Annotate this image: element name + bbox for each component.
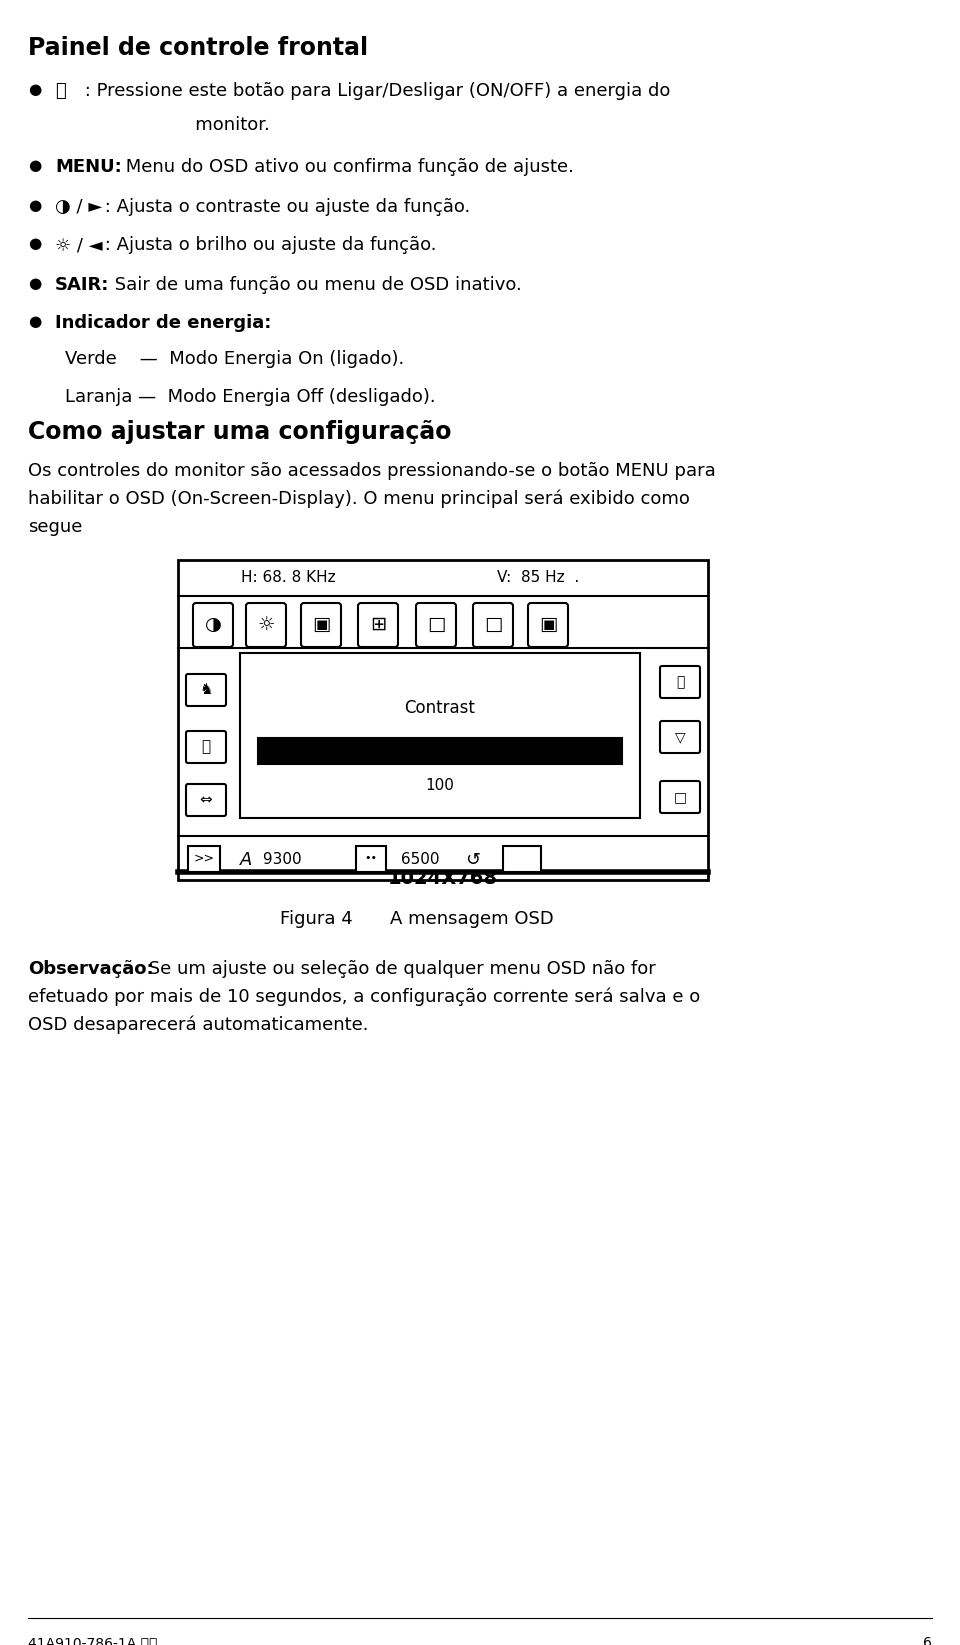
Text: ♞: ♞ [199, 683, 213, 697]
Bar [188, 846, 220, 872]
Text: Indicador de energia:: Indicador de energia: [55, 314, 272, 332]
Bar [258, 739, 622, 763]
Text: ●: ● [28, 158, 41, 173]
Text: ▣: ▣ [539, 615, 557, 633]
Text: ●: ● [28, 82, 41, 97]
FancyBboxPatch shape [528, 604, 568, 646]
Text: SAIR:: SAIR: [55, 276, 109, 294]
Text: H: 68. 8 KHz: H: 68. 8 KHz [241, 571, 335, 586]
Text: ⓞ: ⓞ [55, 82, 65, 100]
Text: V:  85 Hz  .: V: 85 Hz . [497, 571, 579, 586]
Text: Ⓒ: Ⓒ [202, 740, 210, 755]
FancyBboxPatch shape [660, 666, 700, 697]
Text: ●: ● [28, 197, 41, 212]
Text: Menu do OSD ativo ou confirma função de ajuste.: Menu do OSD ativo ou confirma função de … [120, 158, 574, 176]
Text: Os controles do monitor são acessados pressionando-se o botão MENU para: Os controles do monitor são acessados pr… [28, 462, 716, 480]
Text: Verde    —  Modo Energia On (ligado).: Verde — Modo Energia On (ligado). [65, 350, 404, 368]
Text: monitor.: monitor. [155, 117, 270, 133]
Text: habilitar o OSD (On-Screen-Display). O menu principal será exibido como: habilitar o OSD (On-Screen-Display). O m… [28, 490, 690, 508]
Text: □: □ [427, 615, 445, 633]
Text: ⇔: ⇔ [200, 793, 212, 808]
Bar [356, 846, 386, 872]
Text: 100: 100 [425, 778, 454, 793]
Text: 6500: 6500 [396, 852, 440, 867]
Text: ●: ● [28, 235, 41, 252]
FancyBboxPatch shape [186, 730, 226, 763]
Text: >>: >> [194, 852, 214, 865]
Text: ••: •• [365, 854, 377, 864]
FancyBboxPatch shape [660, 781, 700, 813]
Text: Painel de controle frontal: Painel de controle frontal [28, 36, 368, 59]
FancyBboxPatch shape [186, 674, 226, 706]
Text: MENU:: MENU: [55, 158, 122, 176]
Text: 41A910-786-1A 葡萄: 41A910-786-1A 葡萄 [28, 1637, 157, 1645]
FancyBboxPatch shape [358, 604, 398, 646]
Text: ●: ● [28, 276, 41, 291]
Text: ▣: ▣ [312, 615, 330, 633]
FancyBboxPatch shape [193, 604, 233, 646]
Text: ↺: ↺ [466, 850, 481, 869]
Text: Laranja —  Modo Energia Off (desligado).: Laranja — Modo Energia Off (desligado). [65, 388, 436, 406]
Bar [178, 559, 708, 880]
FancyBboxPatch shape [660, 721, 700, 753]
FancyBboxPatch shape [473, 604, 513, 646]
Text: Sair de uma função ou menu de OSD inativo.: Sair de uma função ou menu de OSD inativ… [109, 276, 521, 294]
FancyBboxPatch shape [416, 604, 456, 646]
Text: efetuado por mais de 10 segundos, a configuração corrente será salva e o: efetuado por mais de 10 segundos, a conf… [28, 989, 700, 1007]
Text: Se um ajuste ou seleção de qualquer menu OSD não for: Se um ajuste ou seleção de qualquer menu… [143, 961, 656, 979]
Text: OSD desaparecerá automaticamente.: OSD desaparecerá automaticamente. [28, 1017, 369, 1035]
Text: ☼ / ◄: ☼ / ◄ [55, 235, 103, 253]
FancyBboxPatch shape [301, 604, 341, 646]
Bar [503, 846, 541, 872]
Text: : Ajusta o contraste ou ajuste da função.: : Ajusta o contraste ou ajuste da função… [99, 197, 470, 215]
Text: ●: ● [28, 314, 41, 329]
Text: ▽: ▽ [675, 730, 685, 744]
Text: ☼: ☼ [257, 615, 275, 633]
Text: □: □ [484, 615, 502, 633]
Text: Figura 4: Figura 4 [280, 910, 352, 928]
Text: : Ajusta o brilho ou ajuste da função.: : Ajusta o brilho ou ajuste da função. [99, 235, 437, 253]
Text: □: □ [673, 790, 686, 804]
FancyBboxPatch shape [186, 785, 226, 816]
FancyBboxPatch shape [246, 604, 286, 646]
Text: A: A [240, 850, 252, 869]
Text: ◑ / ►: ◑ / ► [55, 197, 103, 215]
Text: Observação:: Observação: [28, 961, 154, 979]
Text: ⧗: ⧗ [676, 674, 684, 689]
Text: : Pressione este botão para Ligar/Desligar (ON/OFF) a energia do: : Pressione este botão para Ligar/Deslig… [79, 82, 670, 100]
Text: Contrast: Contrast [404, 699, 475, 717]
Text: Como ajustar uma configuração: Como ajustar uma configuração [28, 419, 451, 444]
Text: ◑: ◑ [204, 615, 222, 633]
Text: 6: 6 [924, 1637, 932, 1645]
Text: ⊞: ⊞ [370, 615, 386, 633]
Bar [240, 653, 640, 818]
Text: A mensagem OSD: A mensagem OSD [390, 910, 554, 928]
Text: 9300: 9300 [258, 852, 301, 867]
Text: 1024X768: 1024X768 [388, 870, 498, 888]
Text: segue: segue [28, 518, 83, 536]
